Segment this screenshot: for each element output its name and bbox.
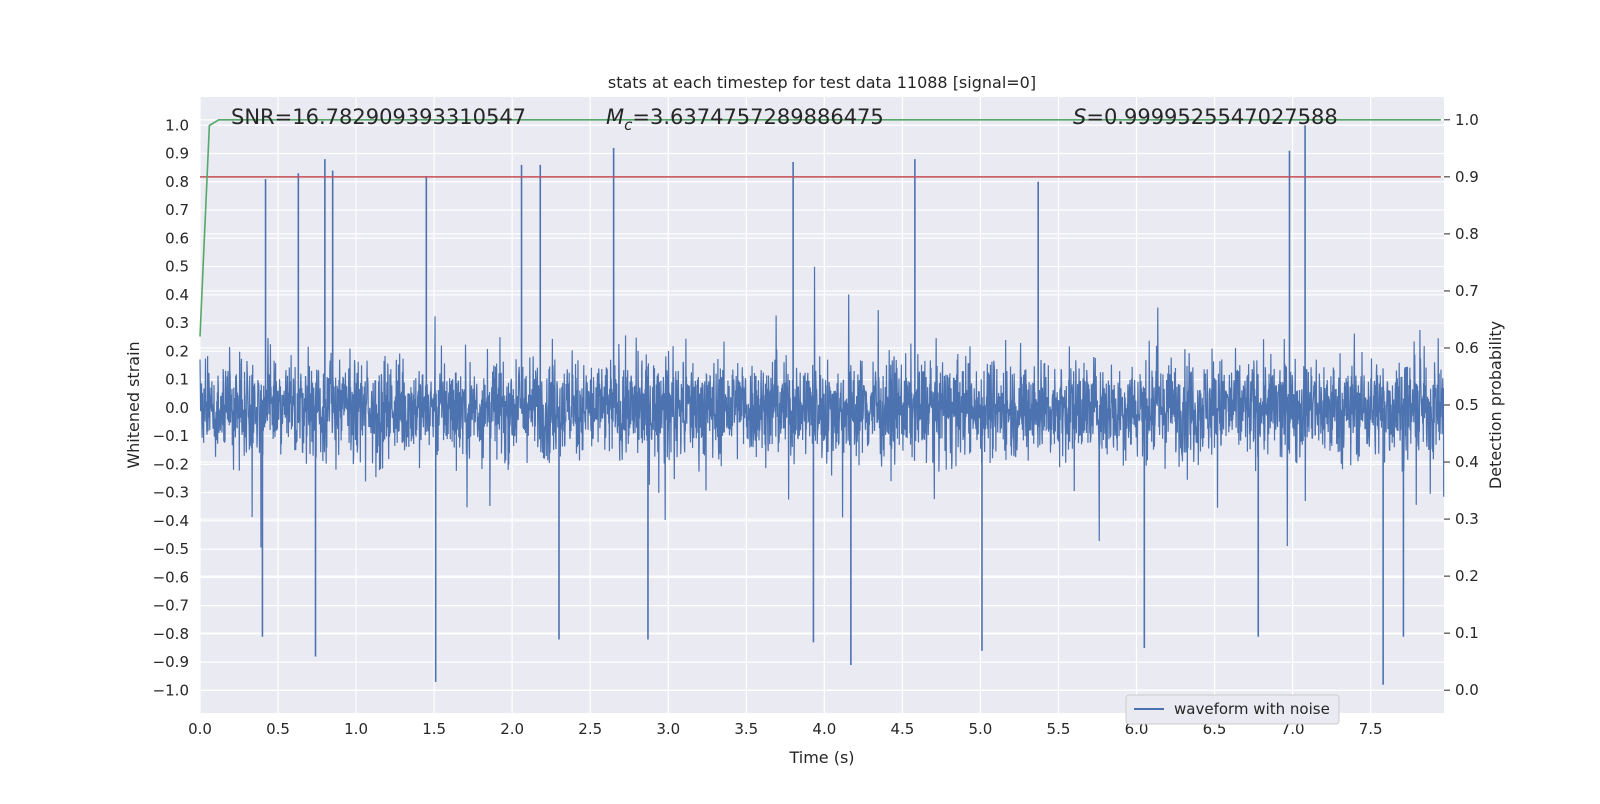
y-axis-label-left: Whitened strain (124, 341, 143, 468)
detection-probability-line (199, 119, 1441, 337)
x-tick-label: 2.5 (578, 720, 602, 738)
y-left-tick-label: 0.5 (165, 258, 189, 276)
x-tick-label: 4.5 (890, 720, 914, 738)
y-left-tick-label: −0.2 (153, 455, 189, 473)
y-left-tick-label: −0.9 (153, 653, 189, 671)
series-layer (199, 119, 1445, 685)
y-left-tick-label: −0.3 (153, 484, 189, 502)
y-right-tick-label: 0.1 (1455, 624, 1479, 642)
chirp-mass-annotation: Mc=3.6374757289886475 (606, 105, 884, 134)
y-left-tick-label: −0.6 (153, 568, 189, 586)
y-right-tick-label: 0.7 (1455, 282, 1479, 300)
x-tick-label: 0.0 (188, 720, 212, 738)
chirp-mass-subscript: c (624, 116, 633, 134)
score-symbol: S (1073, 105, 1086, 129)
waveform-line (199, 266, 1445, 548)
chart-title: stats at each timestep for test data 110… (608, 73, 1036, 92)
y-left-tick-label: 0.8 (165, 173, 189, 191)
legend: waveform with noise (1125, 694, 1340, 725)
y-left-tick-label: 0.7 (165, 201, 189, 219)
y-left-tick-label: 1.0 (165, 116, 189, 134)
x-axis-label: Time (s) (788, 748, 854, 767)
legend-label-waveform: waveform with noise (1174, 700, 1330, 718)
y-right-tick-label: 0.4 (1455, 453, 1479, 471)
y-left-tick-label: 0.4 (165, 286, 189, 304)
y-left-tick-label: 0.0 (165, 399, 189, 417)
y-left-tick-label: −1.0 (153, 681, 189, 699)
x-tick-label: 1.5 (422, 720, 446, 738)
score-value: =0.9999525547027588 (1086, 105, 1337, 129)
x-tick-label: 5.0 (968, 720, 992, 738)
x-tick-label: 0.5 (266, 720, 290, 738)
y-left-tick-label: 0.9 (165, 145, 189, 163)
y-left-tick-label: −0.5 (153, 540, 189, 558)
x-tick-label: 3.0 (656, 720, 680, 738)
legend-box (1125, 694, 1340, 725)
y-left-tick-label: 0.2 (165, 342, 189, 360)
y-left-tick-label: −0.7 (153, 597, 189, 615)
y-left-tick-label: 0.3 (165, 314, 189, 332)
x-tick-label: 4.0 (812, 720, 836, 738)
x-tick-label: 2.0 (500, 720, 524, 738)
y-axis-label-right: Detection probability (1486, 321, 1505, 489)
y-right-tick-label: 0.3 (1455, 510, 1479, 528)
chirp-mass-value: =3.6374757289886475 (632, 105, 883, 129)
y-right-tick-label: 0.5 (1455, 396, 1479, 414)
y-right-tick-label: 0.9 (1455, 168, 1479, 186)
y-right-tick-label: 0.0 (1455, 681, 1479, 699)
y-left-tick-label: 0.1 (165, 371, 189, 389)
chirp-mass-symbol: M (606, 105, 624, 129)
y-right-tick-label: 0.8 (1455, 225, 1479, 243)
score-annotation: S=0.9999525547027588 (1073, 105, 1338, 129)
snr-annotation: SNR=16.782909393310547 (231, 105, 526, 129)
y-left-tick-label: −0.4 (153, 512, 189, 530)
y-left-tick-label: 0.6 (165, 229, 189, 247)
x-tick-label: 1.0 (344, 720, 368, 738)
y-left-tick-label: −0.1 (153, 427, 189, 445)
x-tick-label: 3.5 (734, 720, 758, 738)
y-right-tick-label: 0.2 (1455, 567, 1479, 585)
y-right-tick-label: 1.0 (1455, 111, 1479, 129)
y-left-tick-label: −0.8 (153, 625, 189, 643)
x-tick-label: 5.5 (1047, 720, 1071, 738)
x-tick-label: 7.5 (1359, 720, 1383, 738)
y-right-tick-label: 0.6 (1455, 339, 1479, 357)
